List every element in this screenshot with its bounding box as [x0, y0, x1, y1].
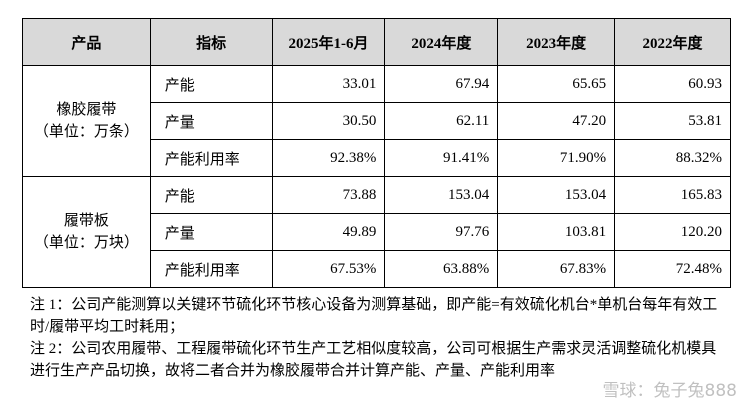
note: 注 2：公司农用履带、工程履带硫化环节生产工艺相似度较高，公司可根据生产需求灵活…: [30, 341, 717, 379]
value-cell: 49.89: [271, 213, 386, 251]
value-cell: 62.11: [384, 102, 499, 140]
value-cell: 47.20: [497, 102, 616, 140]
table-row: 橡胶履带 （单位：万条） 产能 33.01 67.94 65.65 60.93: [22, 65, 731, 177]
value-cell: 165.83: [614, 176, 731, 214]
value-cell: 88.32%: [614, 139, 731, 177]
indicator-cell: 产能利用率: [149, 250, 273, 288]
product-name: 履带板: [63, 213, 109, 229]
product-name: 橡胶履带: [56, 102, 117, 118]
header-cell: 产品: [22, 18, 151, 66]
value-cell: 63.88%: [384, 250, 499, 288]
value-cell: 67.83%: [497, 250, 616, 288]
note: 注 1：公司产能测算以关键环节硫化环节核心设备为测算基础，即产能=有效硫化机台*…: [30, 297, 718, 335]
value-cell: 60.93: [614, 65, 731, 103]
product-unit: （单位：万条）: [33, 124, 139, 140]
value-cell: 33.01: [271, 65, 386, 103]
value-cell: 153.04: [384, 176, 499, 214]
value-cell: 72.48%: [614, 250, 731, 288]
table-row: 产能利用率 92.38% 91.41% 71.90% 88.32%: [23, 139, 731, 177]
capacity-table: 产品 指标 2025年1-6月 2024年度 2023年度 2022年度 橡胶履带 （单位：…: [22, 18, 731, 288]
header-cell: 指标: [149, 18, 273, 66]
product-cell: 橡胶履带 （单位：万条）: [22, 65, 151, 177]
value-cell: 97.76: [384, 213, 499, 251]
indicator-cell: 产能利用率: [149, 139, 273, 177]
value-cell: 91.41%: [384, 139, 499, 177]
product-unit: （单位：万块）: [33, 235, 139, 251]
value-cell: 92.38%: [271, 139, 386, 177]
header-row: 产品 指标 2025年1-6月 2024年度 2023年度 2022年度: [22, 18, 731, 66]
value-cell: 30.50: [271, 102, 386, 140]
table-row: 产能利用率 67.53% 63.88% 67.83% 72.48%: [23, 250, 731, 288]
watermark: 雪球：兔子兔888: [602, 381, 737, 401]
header-cell: 2025年1-6月: [271, 18, 386, 66]
indicator-cell: 产能: [149, 176, 273, 214]
table-body: 橡胶履带 （单位：万条） 产能 33.01 67.94 65.65 60.93 产量 30.50…: [22, 65, 731, 288]
table-row: 履带板 （单位：万块） 产能 73.88 153.04 153.04 165.83: [22, 176, 731, 288]
indicator-cell: 产量: [149, 102, 273, 140]
header-cell: 2024年度: [384, 18, 499, 66]
product-cell: 履带板 （单位：万块）: [22, 176, 151, 288]
header-cell: 2022年度: [614, 18, 731, 66]
value-cell: 153.04: [497, 176, 616, 214]
indicator-cell: 产量: [149, 213, 273, 251]
value-cell: 65.65: [497, 65, 616, 103]
value-cell: 120.20: [614, 213, 731, 251]
table-row: 产量 30.50 62.11 47.20 53.81: [23, 102, 731, 140]
value-cell: 103.81: [497, 213, 616, 251]
value-cell: 71.90%: [497, 139, 616, 177]
notes: 注 1：公司产能测算以关键环节硫化环节核心设备为测算基础，即产能=有效硫化机台*…: [30, 294, 730, 382]
table-row: 产量 49.89 97.76 103.81 120.20: [23, 213, 731, 251]
value-cell: 53.81: [614, 102, 731, 140]
value-cell: 67.94: [384, 65, 499, 103]
header-cell: 2023年度: [497, 18, 616, 66]
value-cell: 67.53%: [271, 250, 386, 288]
value-cell: 73.88: [271, 176, 386, 214]
indicator-cell: 产能: [149, 65, 273, 103]
